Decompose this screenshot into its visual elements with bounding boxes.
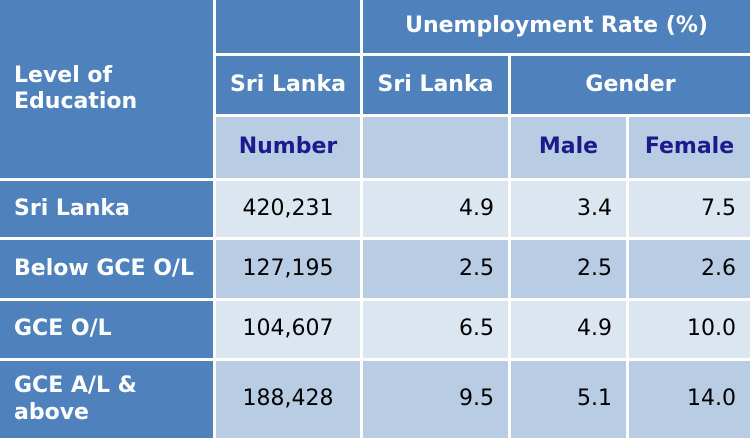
header-empty-top	[216, 0, 360, 53]
subheader-empty	[363, 117, 508, 178]
row-rate: 2.5	[363, 240, 508, 298]
row-rate: 6.5	[363, 301, 508, 358]
row-female: 2.6	[629, 240, 750, 298]
row-number: 420,231	[216, 181, 360, 237]
row-label: Sri Lanka	[0, 181, 213, 237]
header-gender: Gender	[511, 56, 750, 114]
row-label: GCE O/L	[0, 301, 213, 358]
row-female: 10.0	[629, 301, 750, 358]
header-sri-lanka-rate-col: Sri Lanka	[363, 56, 508, 114]
subheader-male: Male	[511, 117, 626, 178]
row-female: 7.5	[629, 181, 750, 237]
header-sri-lanka-number-col: Sri Lanka	[216, 56, 360, 114]
row-male: 2.5	[511, 240, 626, 298]
row-male: 4.9	[511, 301, 626, 358]
row-label: Below GCE O/L	[0, 240, 213, 298]
header-unemployment-rate: Unemployment Rate (%)	[363, 0, 750, 53]
subheader-number: Number	[216, 117, 360, 178]
row-number: 127,195	[216, 240, 360, 298]
row-label: GCE A/L & above	[0, 361, 213, 438]
row-female: 14.0	[629, 361, 750, 438]
row-male: 5.1	[511, 361, 626, 438]
header-level-of-education: Level of Education	[0, 0, 213, 178]
row-rate: 9.5	[363, 361, 508, 438]
row-male: 3.4	[511, 181, 626, 237]
row-rate: 4.9	[363, 181, 508, 237]
subheader-female: Female	[629, 117, 750, 178]
row-number: 188,428	[216, 361, 360, 438]
row-number: 104,607	[216, 301, 360, 358]
